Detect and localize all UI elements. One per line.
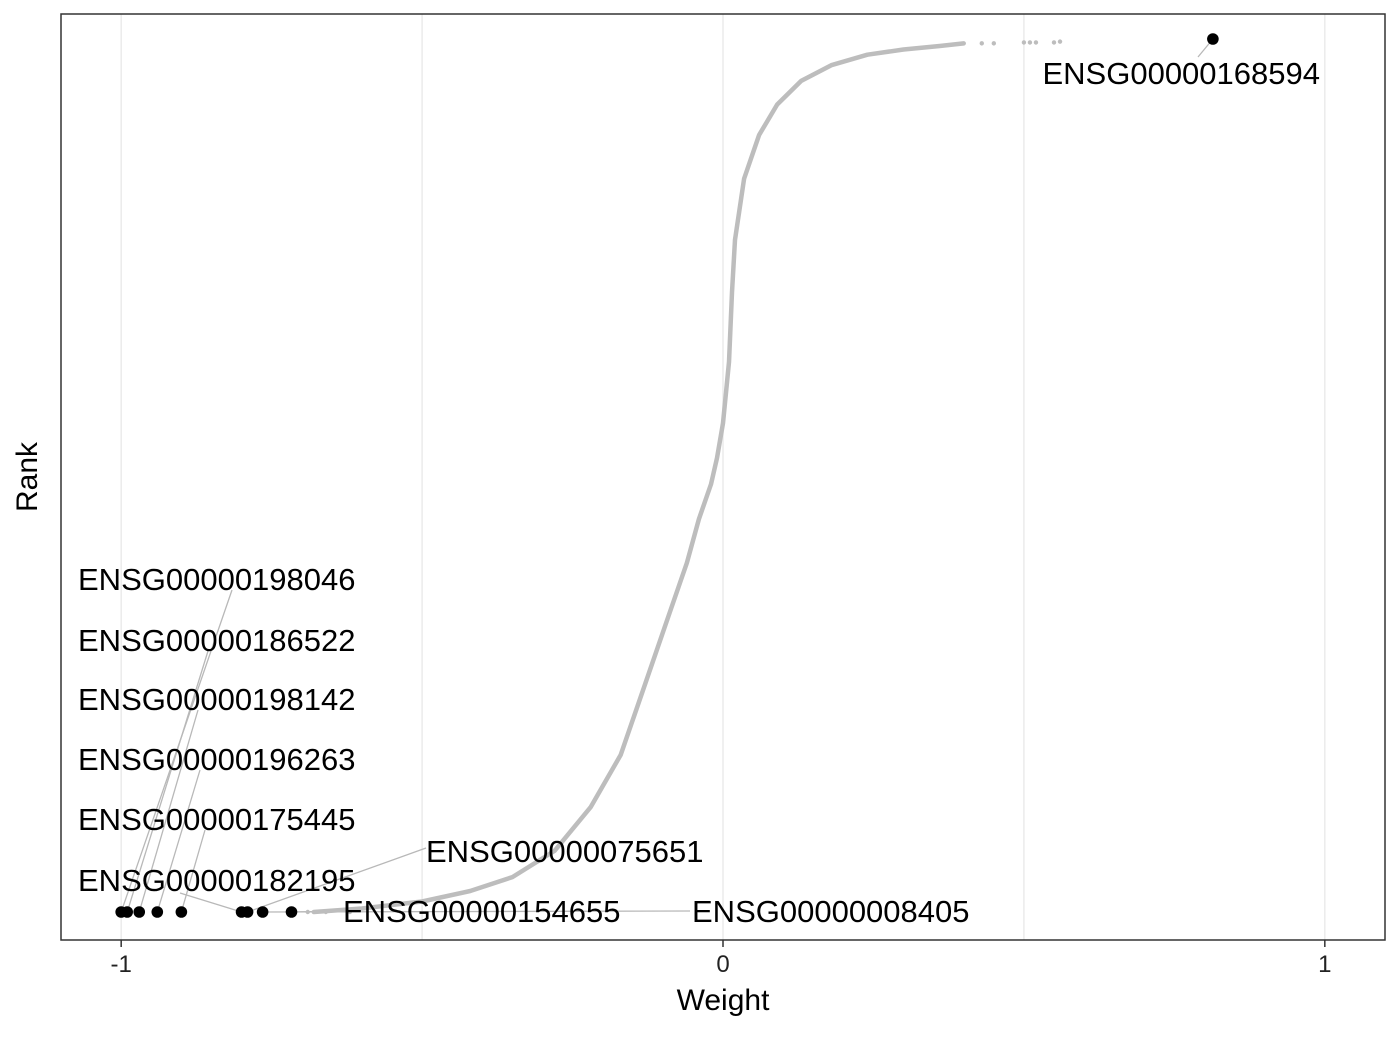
all-genes-curve — [311, 41, 966, 915]
grid-layer — [120, 14, 1326, 940]
gene-point — [323, 909, 328, 915]
y-axis-title: Rank — [11, 441, 44, 512]
highlighted-gene-point — [133, 906, 146, 918]
gene-point — [1057, 39, 1063, 44]
gene-point — [1021, 40, 1027, 45]
gene-point — [1033, 40, 1039, 45]
gene-label: ENSG00000198142 — [78, 682, 356, 717]
x-axis-title: Weight — [677, 984, 770, 1017]
x-tick-label: 1 — [1318, 951, 1331, 978]
gene-point — [305, 909, 310, 915]
label-connector — [126, 650, 209, 913]
axis-layer: -1 0 1 — [111, 940, 1331, 978]
label-connector — [179, 892, 242, 913]
highlighted-gene-point — [1207, 33, 1219, 45]
highlighted-gene-point — [241, 906, 254, 918]
highlighted-genes-layer — [115, 33, 1219, 918]
x-tick-label: -1 — [111, 951, 132, 978]
gene-label: ENSG00000168594 — [1042, 56, 1320, 91]
all-genes-layer — [305, 39, 1063, 915]
gene-label-layer: ENSG00000198046 ENSG00000186522 ENSG000001… — [78, 56, 1320, 929]
gene-point — [1051, 40, 1057, 45]
gene-label: ENSG00000175445 — [78, 802, 356, 837]
gene-point — [991, 41, 997, 46]
gene-label: ENSG00000008405 — [692, 894, 970, 929]
label-connector — [247, 847, 427, 913]
x-tick-label: 0 — [716, 951, 729, 978]
gene-point — [979, 41, 984, 46]
gene-point — [347, 909, 353, 915]
gene-label: ENSG00000154655 — [343, 894, 621, 929]
label-connector — [180, 829, 206, 913]
label-connector — [138, 709, 199, 913]
highlighted-gene-point — [256, 906, 269, 918]
gene-label: ENSG00000186522 — [78, 623, 356, 658]
highlighted-gene-point — [285, 906, 298, 918]
highlighted-gene-point — [121, 906, 133, 918]
highlighted-gene-point — [175, 906, 188, 918]
gene-label: ENSG00000075651 — [426, 834, 704, 869]
gene-point — [1027, 40, 1033, 45]
gene-label: ENSG00000182195 — [78, 863, 356, 898]
label-connector-layer — [120, 38, 1214, 913]
gene-label: ENSG00000198046 — [78, 562, 356, 597]
label-connector — [156, 769, 201, 913]
highlighted-gene-point — [151, 906, 164, 918]
gene-label: ENSG00000196263 — [78, 742, 356, 777]
